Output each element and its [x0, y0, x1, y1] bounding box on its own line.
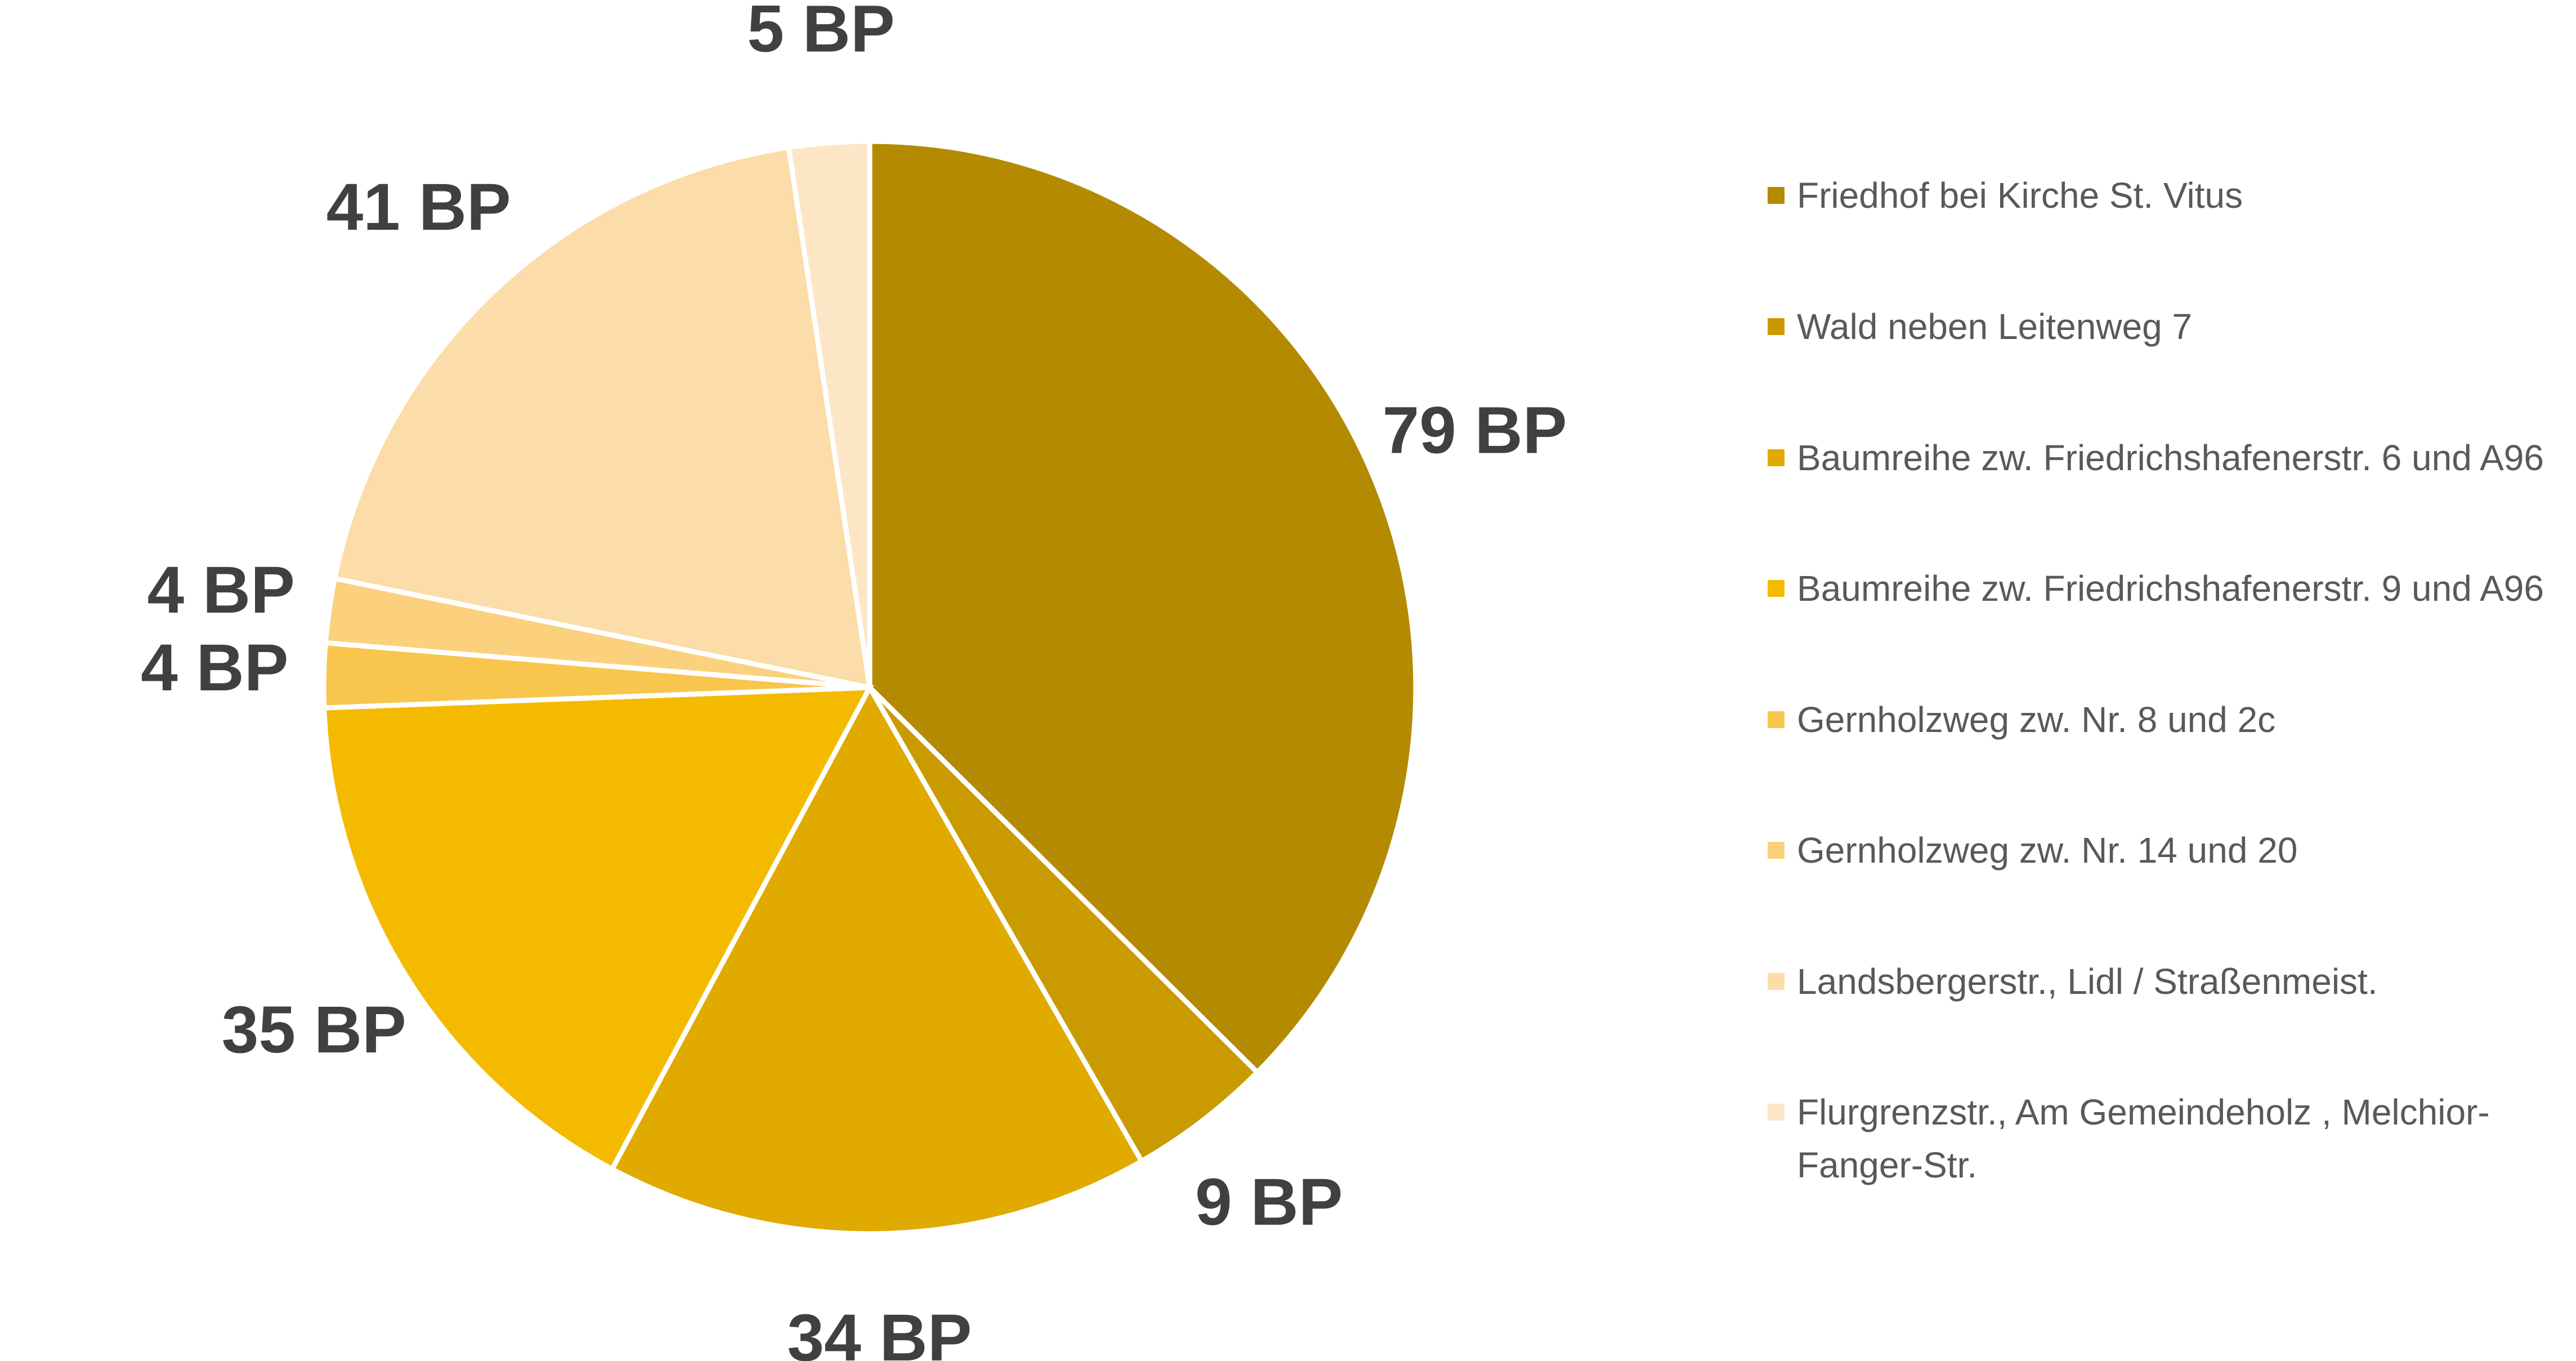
data-label: 9 BP	[1195, 1165, 1343, 1239]
data-label: 4 BP	[147, 553, 294, 627]
legend-label: Gernholzweg zw. Nr. 8 und 2c	[1797, 699, 2276, 740]
pie-slice	[332, 144, 873, 691]
legend-label: Baumreihe zw. Friedrichshafenerstr. 9 un…	[1797, 568, 2544, 609]
legend-item: Baumreihe zw. Friedrichshafenerstr. 6 un…	[1768, 431, 2556, 484]
data-label: 4 BP	[141, 631, 288, 705]
legend-item: Gernholzweg zw. Nr. 14 und 20	[1768, 824, 2556, 877]
legend-item: Flurgrenzstr., Am Gemeindeholz , Melchio…	[1768, 1086, 2556, 1192]
data-label: 34 BP	[787, 1301, 972, 1361]
legend-item: Gernholzweg zw. Nr. 8 und 2c	[1768, 693, 2556, 746]
legend-label: Flurgrenzstr., Am Gemeindeholz , Melchio…	[1797, 1092, 2490, 1185]
legend-swatch	[1768, 318, 1785, 335]
legend-label: Wald neben Leitenweg 7	[1797, 306, 2193, 347]
data-label: 5 BP	[747, 0, 895, 66]
pie-slice	[867, 139, 1419, 1076]
legend-item: Wald neben Leitenweg 7	[1768, 300, 2556, 353]
legend-swatch	[1768, 973, 1785, 990]
data-label: 35 BP	[222, 993, 406, 1067]
pie-slice	[867, 685, 1261, 1165]
legend-label: Friedhof bei Kirche St. Vitus	[1797, 175, 2243, 216]
legend-label: Gernholzweg zw. Nr. 14 und 20	[1797, 830, 2298, 871]
data-label: 41 BP	[327, 170, 511, 244]
data-label: 79 BP	[1383, 394, 1567, 468]
legend-label: Landsbergerstr., Lidl / Straßenmeist.	[1797, 961, 2378, 1002]
legend-swatch	[1768, 711, 1785, 728]
legend-swatch	[1768, 187, 1785, 204]
legend-swatch	[1768, 842, 1785, 859]
legend-label: Baumreihe zw. Friedrichshafenerstr. 6 un…	[1797, 438, 2544, 478]
legend-item: Landsbergerstr., Lidl / Straßenmeist.	[1768, 955, 2556, 1008]
legend-item: Baumreihe zw. Friedrichshafenerstr. 9 un…	[1768, 562, 2556, 615]
legend-swatch	[1768, 449, 1785, 466]
pie-slice	[785, 139, 873, 688]
pie-slice	[609, 682, 1146, 1237]
legend-item: Friedhof bei Kirche St. Vitus	[1768, 169, 2556, 222]
pie-slice	[321, 685, 874, 1173]
legend-swatch	[1768, 1104, 1785, 1121]
legend-swatch	[1768, 580, 1785, 597]
